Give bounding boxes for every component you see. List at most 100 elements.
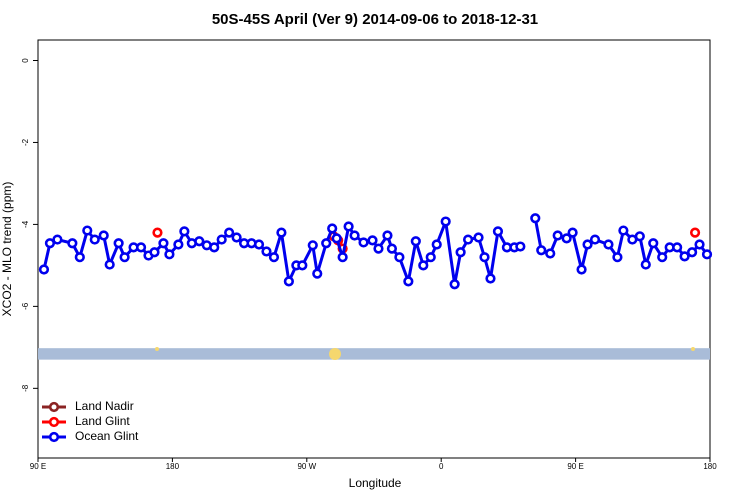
point xyxy=(394,252,405,263)
y-axis-label: XCO2 - MLO trend (ppm) xyxy=(0,182,14,317)
point xyxy=(276,227,287,238)
legend-label: Land Nadir xyxy=(75,399,134,413)
point xyxy=(135,242,147,253)
point xyxy=(561,233,572,244)
point xyxy=(179,226,190,237)
point xyxy=(253,239,265,250)
y-tick-label: -6 xyxy=(21,302,30,310)
point xyxy=(530,213,541,224)
point xyxy=(327,223,338,234)
point xyxy=(297,260,308,271)
point xyxy=(576,264,587,275)
point xyxy=(104,259,115,270)
point xyxy=(403,276,414,287)
legend-marker xyxy=(48,431,60,443)
point xyxy=(268,252,280,263)
point xyxy=(367,235,378,246)
point xyxy=(431,239,442,250)
point xyxy=(425,252,436,263)
point xyxy=(337,252,348,263)
point xyxy=(515,241,526,252)
point xyxy=(485,273,496,284)
x-tick-label: 0 xyxy=(439,462,444,471)
point xyxy=(686,247,698,258)
point xyxy=(194,236,205,247)
point xyxy=(386,243,398,254)
legend-label: Land Glint xyxy=(75,414,130,428)
point xyxy=(44,238,56,249)
point xyxy=(283,276,294,287)
point xyxy=(209,242,220,253)
point xyxy=(455,247,466,258)
coverage-markers xyxy=(155,347,695,360)
y-tick-label: -4 xyxy=(21,220,30,228)
y-tick-label: 0 xyxy=(21,58,30,63)
point xyxy=(82,225,93,236)
plot-frame xyxy=(37,39,711,459)
point xyxy=(492,226,504,237)
x-tick-label: 90 W xyxy=(297,462,316,471)
point xyxy=(657,252,668,263)
point xyxy=(89,234,100,245)
x-axis-label: Longitude xyxy=(349,476,402,490)
marker xyxy=(329,348,341,360)
x-tick-label: 90 E xyxy=(567,462,583,471)
point xyxy=(462,234,474,245)
point xyxy=(694,239,705,250)
chart-title: 50S-45S April (Ver 9) 2014-09-06 to 2018… xyxy=(212,11,538,28)
point xyxy=(98,230,109,241)
point xyxy=(331,233,342,244)
legend-marker xyxy=(48,416,60,428)
point xyxy=(634,231,645,242)
point xyxy=(173,239,184,250)
point xyxy=(689,227,701,238)
point xyxy=(261,246,272,257)
x-tick-label: 180 xyxy=(166,462,180,471)
point xyxy=(349,230,360,241)
point xyxy=(589,234,601,245)
point xyxy=(224,227,235,238)
point xyxy=(672,242,683,253)
point xyxy=(536,245,547,256)
point xyxy=(373,243,384,254)
point xyxy=(38,264,50,275)
point xyxy=(701,249,713,260)
point xyxy=(567,227,578,238)
point xyxy=(603,239,614,250)
point xyxy=(618,225,629,236)
point xyxy=(440,216,451,227)
point xyxy=(479,252,490,263)
point xyxy=(473,232,484,243)
point xyxy=(158,238,169,249)
point xyxy=(67,238,78,249)
point xyxy=(52,234,63,245)
point xyxy=(552,230,563,241)
point xyxy=(410,236,421,247)
y-tick-label: -2 xyxy=(21,138,30,146)
point xyxy=(582,239,593,250)
point xyxy=(321,238,332,249)
point xyxy=(74,252,85,263)
coverage-band xyxy=(38,348,710,360)
point xyxy=(545,248,556,259)
marker xyxy=(155,347,159,351)
y-tick-label: -8 xyxy=(21,384,30,392)
x-tick-label: 90 E xyxy=(30,462,46,471)
x-tick-label: 180 xyxy=(703,462,717,471)
point xyxy=(358,237,369,248)
point xyxy=(307,240,318,251)
point xyxy=(113,238,124,249)
point xyxy=(449,279,460,290)
point xyxy=(231,232,242,243)
point xyxy=(679,251,690,262)
point xyxy=(312,268,323,279)
marker xyxy=(691,347,695,351)
point xyxy=(149,247,160,258)
legend-marker xyxy=(48,401,60,413)
point xyxy=(152,227,163,238)
point xyxy=(119,252,130,263)
point xyxy=(640,259,651,270)
legend-label: Ocean Glint xyxy=(75,429,139,443)
point xyxy=(612,252,623,263)
